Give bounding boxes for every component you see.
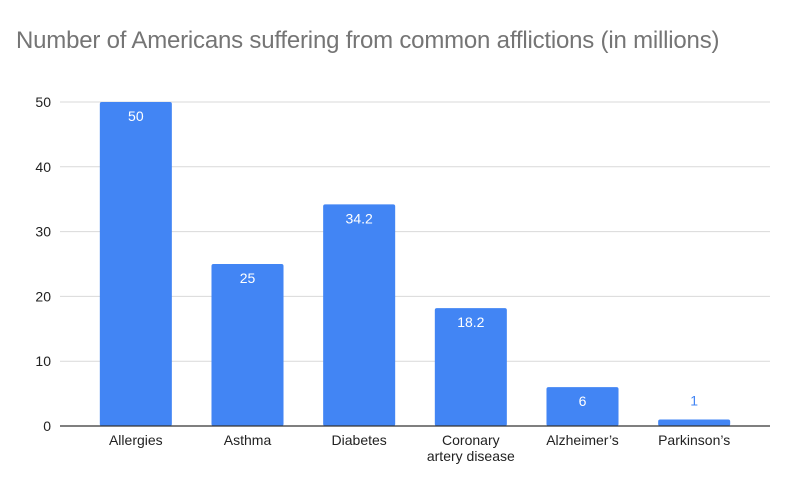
- bar: [99, 102, 172, 426]
- data-label: 6: [579, 393, 587, 409]
- data-labels: 50 25 34.2 18.2 6 1: [128, 108, 698, 409]
- bar: [323, 204, 396, 426]
- chart-title: Number of Americans suffering from commo…: [16, 27, 720, 54]
- bar: [546, 387, 619, 426]
- y-tick-label: 30: [35, 224, 51, 240]
- x-axis-labels: Allergies Asthma Diabetes Coronary artery di…: [109, 432, 730, 464]
- x-tick-label: Parkinson’s: [658, 432, 730, 448]
- y-axis-ticks: 0 10 20 30 40 50: [35, 94, 51, 434]
- bar: [434, 308, 507, 426]
- x-tick-label: Asthma: [224, 432, 272, 448]
- gridlines: [60, 101, 770, 362]
- data-label: 18.2: [457, 314, 484, 330]
- bar: [658, 419, 731, 426]
- data-label: 1: [690, 393, 698, 409]
- x-tick-label: Coronary artery disease: [427, 432, 515, 464]
- x-tick-label: Diabetes: [332, 432, 387, 448]
- y-tick-label: 50: [35, 94, 51, 110]
- y-tick-label: 10: [35, 353, 51, 369]
- x-tick-label: Alzheimer’s: [546, 432, 619, 448]
- y-tick-label: 0: [43, 418, 51, 434]
- data-label: 25: [240, 270, 256, 286]
- y-tick-label: 20: [35, 288, 51, 304]
- data-label: 50: [128, 108, 144, 124]
- bars: [99, 102, 731, 426]
- y-tick-label: 40: [35, 159, 51, 175]
- data-label: 34.2: [346, 210, 373, 226]
- x-tick-label: Allergies: [109, 432, 163, 448]
- bar: [211, 264, 284, 426]
